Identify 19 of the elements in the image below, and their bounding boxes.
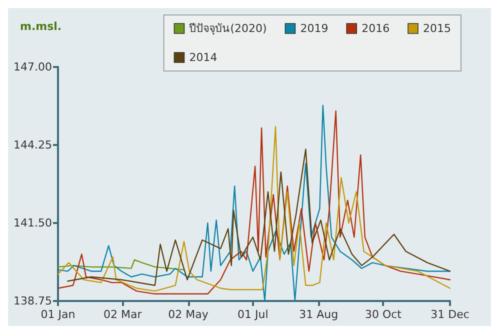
y-tick-label: 144.25 — [14, 138, 52, 152]
x-tick-label: 02 May — [168, 308, 209, 321]
y-axis-title: m.msl. — [20, 20, 62, 33]
x-tick-label: 30 Oct — [364, 308, 402, 321]
legend-label: 2014 — [189, 51, 218, 64]
legend-label: 2019 — [300, 22, 328, 35]
y-tick-label: 147.00 — [14, 60, 52, 74]
x-tick-label: 01 Jan — [40, 308, 76, 321]
x-tick-label: 31 Dec — [430, 308, 470, 321]
line-series — [57, 259, 185, 270]
legend-label: 2015 — [423, 22, 452, 35]
x-tick-label: 31 Aug — [299, 308, 338, 321]
y-tick-label: 138.75 — [14, 294, 52, 308]
line-series — [67, 148, 451, 286]
legend-label: 2016 — [362, 22, 390, 35]
y-tick-label: 141.50 — [14, 216, 52, 230]
x-tick-label: 02 Mar — [103, 308, 142, 321]
legend-label: ปีปัจจุบัน(2020) — [188, 22, 267, 35]
x-tick-label: 01 Jul — [238, 308, 268, 321]
